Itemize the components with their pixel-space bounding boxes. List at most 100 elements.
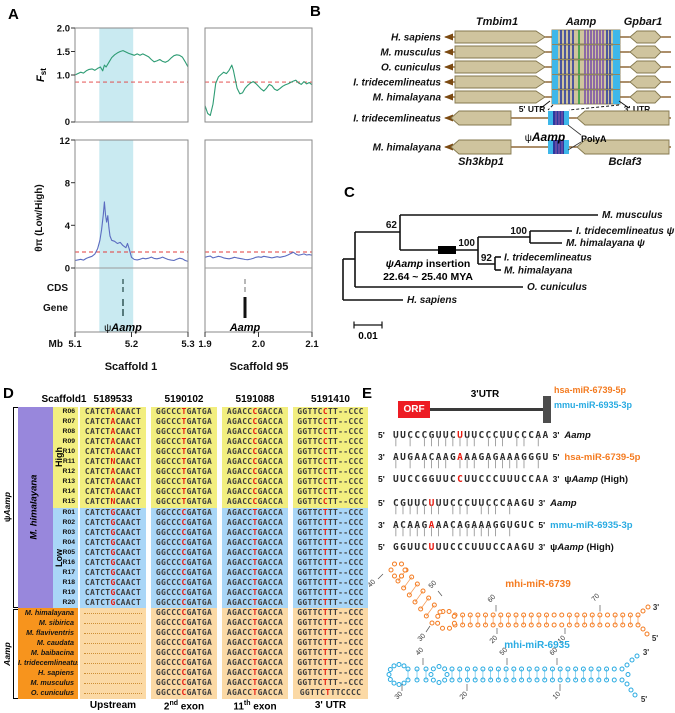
sequence-cell: AGACCTGACCA — [222, 668, 288, 679]
utr3-label: 3'UTR — [470, 389, 500, 400]
sequence-cell: GGCCCCGATGA — [151, 557, 217, 569]
panel-e-mirna: E ORF 3'UTR hsa-miR-6739-5p mmu-miR-6935… — [360, 385, 675, 713]
row-label: M. flaviventris — [18, 628, 78, 639]
panel-c-label: C — [344, 185, 355, 201]
sequence-cell: CATCTGCAACT — [80, 547, 146, 559]
sequence-cell: AGACCCGACCA — [222, 447, 288, 458]
insertion-annotation: ψAamp insertion — [386, 258, 471, 270]
column-header: 5191088 — [235, 394, 275, 405]
sequence-cell: AGACCTGACCA — [222, 557, 288, 569]
row-label: R11 — [53, 457, 78, 468]
column-footer: 3' UTR — [314, 700, 347, 711]
row-label: M. caudata — [18, 638, 78, 649]
structure-text: 30 — [394, 691, 405, 702]
fst-tick: 0 — [65, 117, 70, 128]
psi-aamp-gene-label: ψAamp — [104, 322, 142, 334]
sequence-cell: AGACCTGACCA — [222, 628, 288, 639]
plot-curves — [74, 50, 313, 262]
sequence-cell: AGACCCGACCA — [222, 467, 288, 478]
sequence-cell: GGCCCTGATGA — [151, 457, 217, 468]
table-row: R17 CATCTGCAACT GGCCCCGATGA AGACCTGACCA GGTT… — [0, 567, 380, 579]
sequence-cell: AGACCTGACCA — [222, 618, 288, 629]
x-tick: 2.0 — [252, 339, 265, 350]
mirna-alignment-row: 3' AUGAACAAGAAAGAGAAAGGGU 5' hsa-miR-6739-5… — [378, 452, 641, 463]
sequence-cell: CATCTACAACT — [80, 487, 146, 498]
gene-aamp: Aamp — [565, 16, 597, 28]
utr3-label: 3' UTR — [624, 104, 651, 114]
bootstrap-value: 100 — [458, 238, 475, 249]
sequence-cell: GGCCCTGATGA — [151, 467, 217, 478]
gene-tmbim1: Tmbim1 — [476, 16, 518, 28]
structure-text: 20 — [459, 691, 470, 702]
row-label: I. tridecemlineatus — [18, 658, 78, 669]
sequence-cell: GGCCCTGATGA — [151, 417, 217, 428]
x-tick: 5.1 — [68, 339, 82, 350]
sequence-cell — [80, 638, 146, 649]
theta-tick: 12 — [59, 136, 70, 147]
upstream-dots — [84, 653, 142, 655]
orf-box: ORF — [398, 401, 430, 418]
sequence-cell: AGACCCGACCA — [222, 497, 288, 508]
sequence-cell: GGCCCTGATGA — [151, 497, 217, 508]
sequence-cell: GGTTCTTT--CCC — [293, 648, 368, 659]
psi-aamp-label: ψAamp — [525, 130, 565, 144]
sequence-cell — [80, 608, 146, 619]
aamp-bracket-label: Aamp — [2, 642, 12, 666]
structure-text: 30 — [417, 633, 428, 644]
sequence-cell: GGTTCTTT--CCC — [293, 638, 368, 649]
scaffold-95-label: Scaffold 95 — [230, 361, 289, 373]
row-label: R18 — [53, 577, 78, 589]
structure-text: 70 — [591, 593, 602, 604]
sequence-cell: CATCTNCAACT — [80, 497, 146, 508]
sequence-cell: GGTTCCTT--CCC — [293, 437, 368, 448]
tree-tip: I. tridecemlineatus ψ — [576, 226, 675, 237]
mirna-alignment-row: 5' CGUUCUUUCCCUUCCCAAGU 3' Aamp — [378, 498, 577, 509]
sequence-cell: GGTTCTTT--CCC — [293, 658, 368, 669]
table-row: H. sapiens GGCCCCGATGA AGACCTGACCA GGTTCTTT… — [0, 668, 380, 679]
sequence-cell: AGACCCGACCA — [222, 487, 288, 498]
table-row: R07 CATCTACAACT GGCCCTGATGA AGACCCGACCA GGTT… — [0, 417, 380, 428]
panel-d-alignment: D Scaffold1 5189533 5190102 5191088 5191410 … — [0, 385, 380, 713]
sequence-cell: GGTTCTTT--CCC — [293, 597, 368, 609]
panel-b-synteny: B Tmbim1 Aamp Gpbar1 H. sapiens M. muscu… — [310, 3, 672, 168]
sequence-cell: GGTTCTTTCCCC — [293, 688, 368, 699]
sequence-cell: AGACCTGACCA — [222, 547, 288, 559]
sequence-cell: GGCCCCGATGA — [151, 587, 217, 599]
scale-value: 0.01 — [358, 331, 378, 342]
structure-text: 60 — [549, 647, 560, 658]
table-row: R19 CATCTGCAACT GGCCCCGATGA AGACCTGACCA GGTT… — [0, 587, 380, 599]
row-label: R10 — [53, 447, 78, 458]
sequence-cell: AGACCTGACCA — [222, 527, 288, 539]
sequence-cell: GGCCCCGATGA — [151, 577, 217, 589]
base-pair-bars: | | |||||||| ||| || | — [393, 436, 543, 447]
structure-text: 10 — [552, 691, 563, 702]
polya-label: PolyA — [581, 134, 607, 144]
row-label: O. cuniculus — [18, 688, 78, 699]
x-tick: 1.9 — [198, 339, 211, 350]
species-row: M. himalayana — [373, 93, 442, 104]
row-label: R03 — [53, 527, 78, 539]
row-label: R07 — [53, 417, 78, 428]
sequence-cell: AGACCTGACCA — [222, 678, 288, 689]
mirna-alignment-row: 3' ACAAGAAACAGAAAGGUGUC 5' mmu-miR-6935-3p — [378, 520, 633, 531]
sequence-cell: CATCTGCAACT — [80, 557, 146, 569]
table-row: R01 CATCTGCAACT GGCCCCGATGA AGACCTGACCA GGTT… — [0, 507, 380, 518]
sequence-cell: AGACCTGACCA — [222, 537, 288, 549]
sequence-cell: GGCCCCGATGA — [151, 567, 217, 579]
sequence-cell: CATCTACAACT — [80, 467, 146, 478]
sequence-cell: AGACCCGACCA — [222, 427, 288, 438]
sequence-cell: AGACCTGACCA — [222, 567, 288, 579]
sequence-cell: AGACCCGACCA — [222, 477, 288, 488]
base-pair-bars: ||||||| ||| ||| | — [393, 504, 515, 515]
structure-text: 50 — [428, 580, 439, 591]
structure-text: 60 — [487, 594, 498, 605]
utr-line — [430, 408, 543, 411]
upstream-dots — [84, 623, 142, 625]
gene-gpbar1: Gpbar1 — [624, 16, 663, 28]
sequence-cell — [80, 618, 146, 629]
sequence-cell: GGCCCCGATGA — [151, 597, 217, 609]
sequence-cell: GGCCCCGATGA — [151, 547, 217, 559]
table-row: I. tridecemlineatus GGCCCCGATGA AGACCTGACC… — [0, 658, 380, 669]
theta-tick: 8 — [65, 178, 70, 189]
sequence-cell: GGCCCTGATGA — [151, 447, 217, 458]
